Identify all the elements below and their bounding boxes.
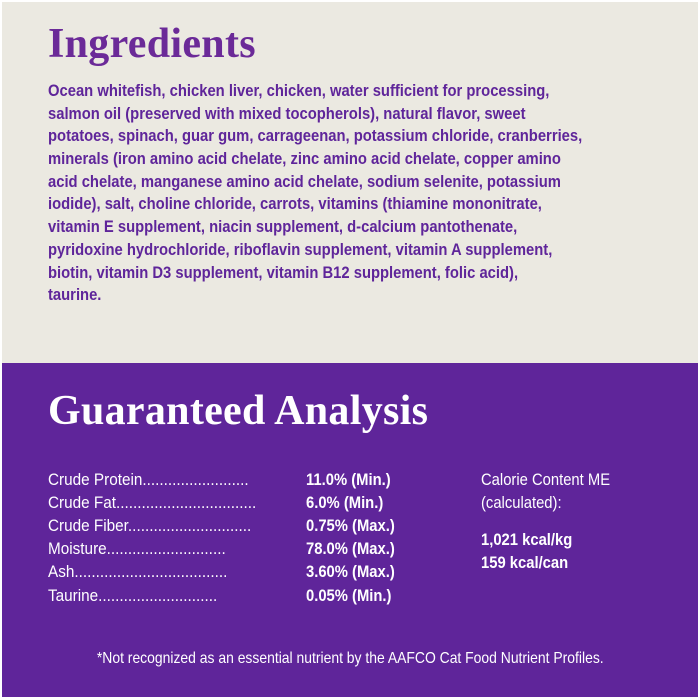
footnote-text: *Not recognized as an essential nutrient… (96, 650, 604, 667)
ingredients-title: Ingredients (48, 21, 256, 67)
analysis-value: 11.0% (Min.) (306, 470, 391, 489)
ingredients-line: minerals (iron amino acid chelate, zinc … (48, 149, 561, 169)
analysis-label: Crude Protein......................... (48, 470, 249, 489)
analysis-label: Taurine............................ (48, 586, 218, 605)
ingredients-line: acid chelate, manganese amino acid chela… (48, 171, 561, 191)
ingredients-line: iodide), salt, choline chloride, carrots… (48, 194, 542, 214)
ingredients-line: biotin, vitamin D3 supplement, vitamin B… (48, 262, 519, 282)
ingredients-line: salmon oil (preserved with mixed tocophe… (48, 103, 526, 123)
analysis-value: 6.0% (Min.) (306, 493, 384, 512)
analysis-value: 78.0% (Max.) (306, 539, 395, 558)
ingredients-line: taurine. (48, 285, 102, 305)
analysis-value: 3.60% (Max.) (306, 562, 395, 581)
ingredients-line: Ocean whitefish, chicken liver, chicken,… (48, 81, 550, 100)
calorie-per-can: 159 kcal/can (481, 553, 569, 572)
calorie-heading: Calorie Content ME (481, 470, 611, 489)
ingredients-list: Ocean whitefish, chicken liver, chicken,… (48, 80, 662, 307)
ingredients-line: vitamin E supplement, niacin supplement,… (48, 217, 518, 237)
footnote: *Not recognized as an essential nutrient… (0, 650, 700, 668)
calorie-per-kg: 1,021 kcal/kg (481, 530, 573, 549)
guaranteed-analysis-title: Guaranteed Analysis (48, 388, 429, 434)
analysis-label: Crude Fiber............................. (48, 516, 252, 535)
analysis-label: Crude Fat...............................… (48, 493, 257, 512)
analysis-value: 0.05% (Min.) (306, 586, 392, 605)
analysis-label: Ash.................................... (48, 562, 228, 581)
ingredients-line: pyridoxine hydrochloride, riboflavin sup… (48, 239, 553, 259)
ingredients-line: potatoes, spinach, guar gum, carrageenan… (48, 126, 583, 146)
analysis-value: 0.75% (Max.) (306, 516, 395, 535)
analysis-label: Moisture............................ (48, 539, 226, 558)
calorie-subheading: (calculated): (481, 493, 562, 512)
guaranteed-analysis-section (2, 363, 698, 697)
ingredients-section (2, 2, 698, 363)
